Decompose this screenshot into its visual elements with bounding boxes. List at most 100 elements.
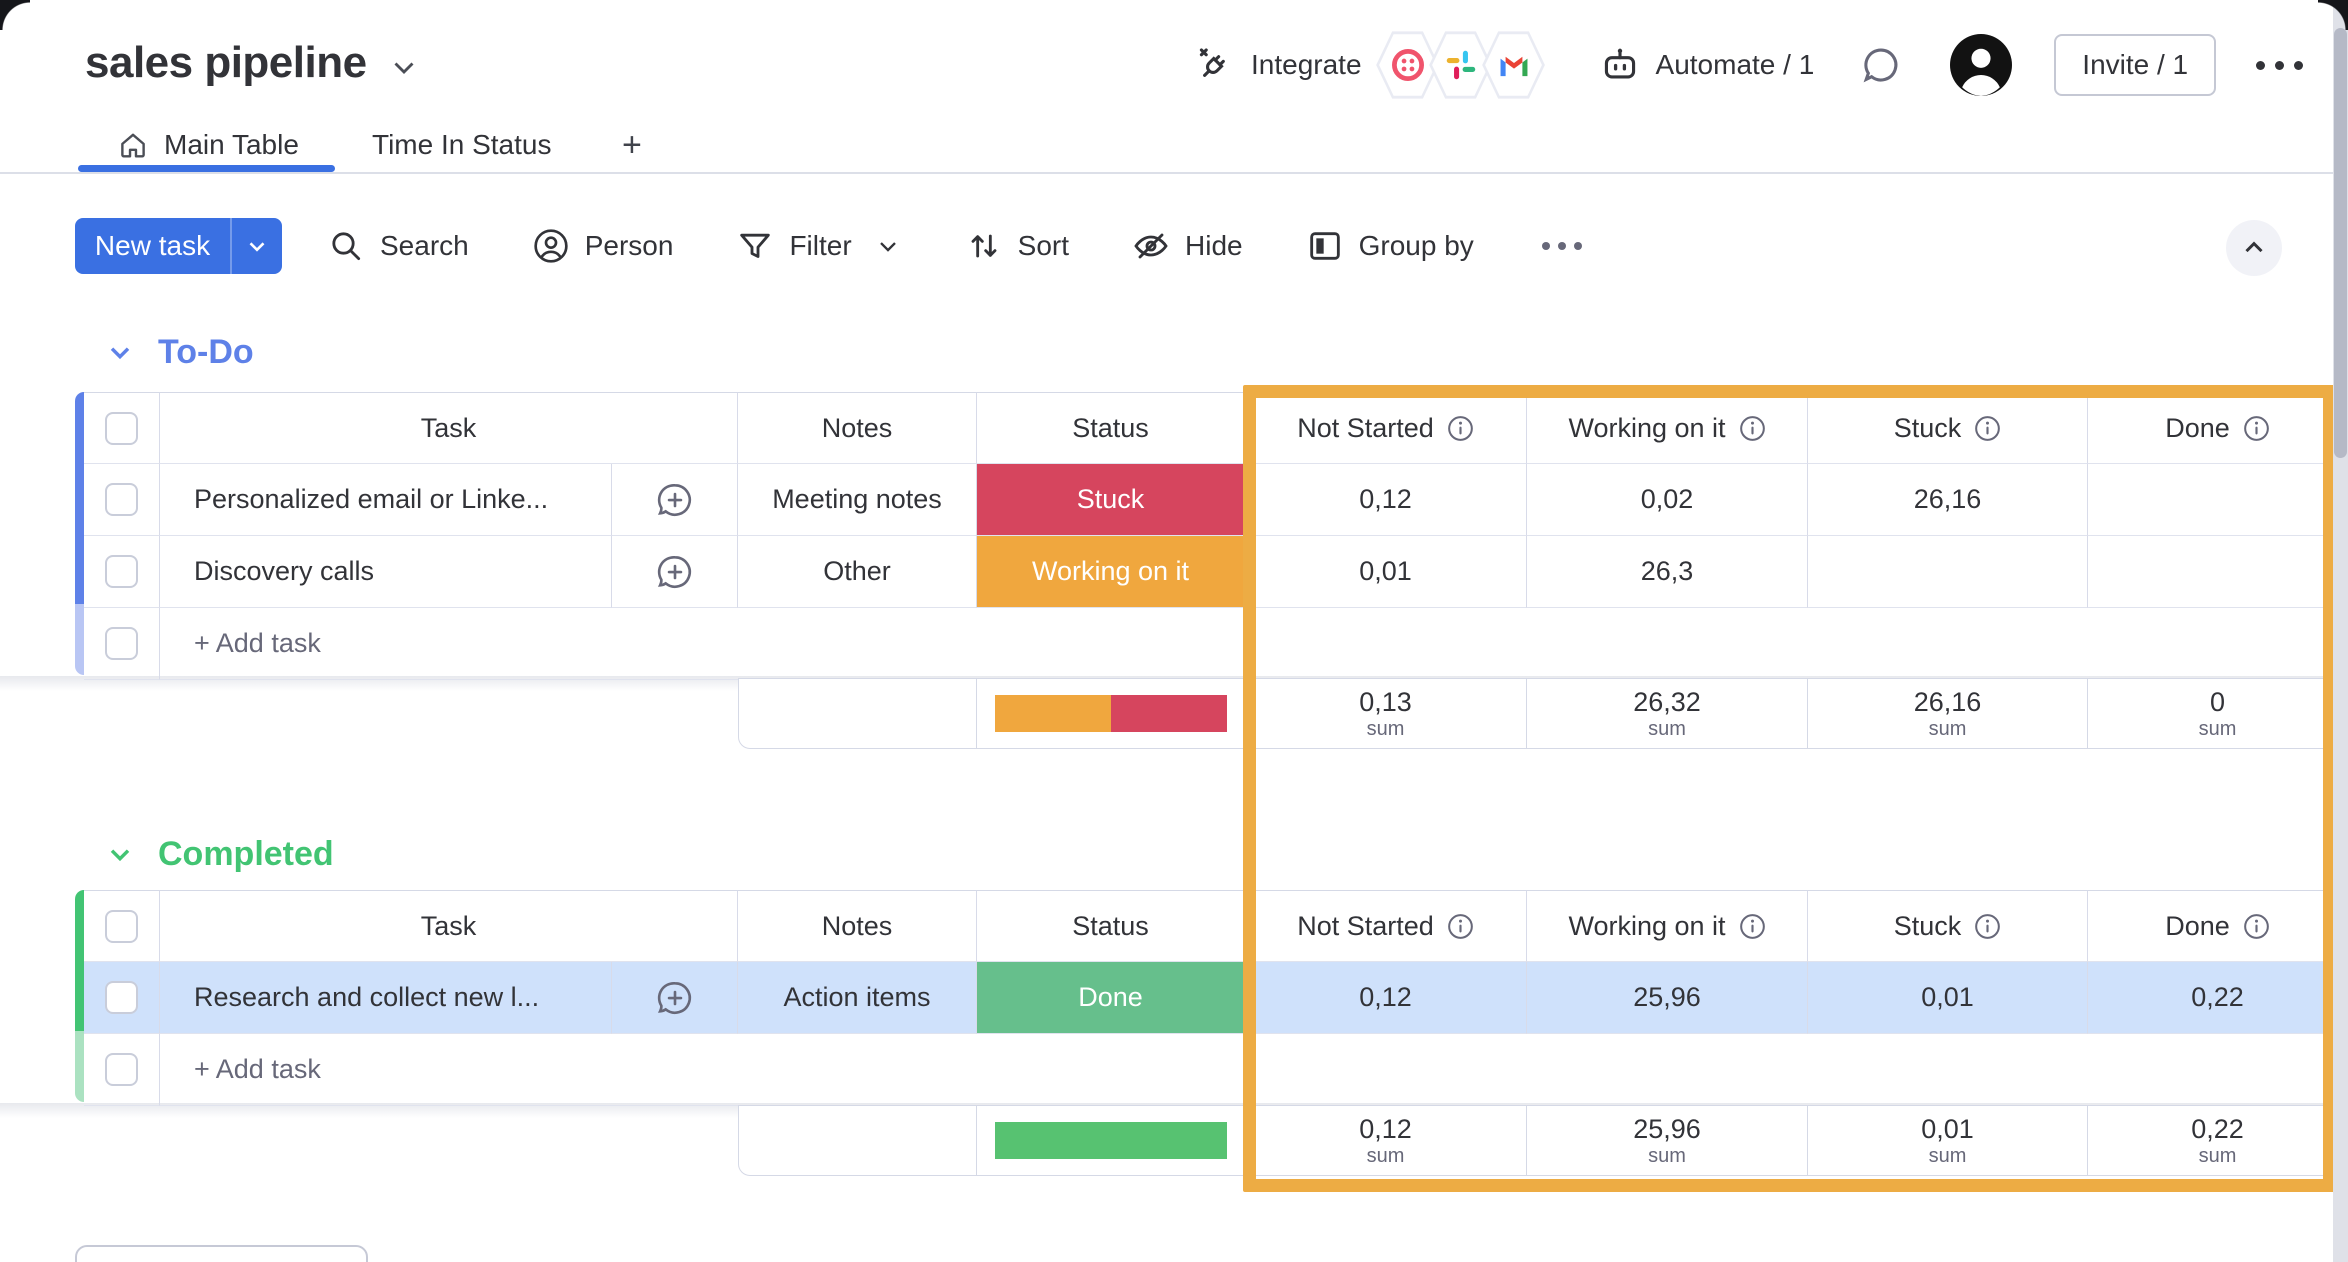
summary-working-on-it[interactable]: 25,96 sum (1527, 1105, 1808, 1176)
add-update-icon[interactable] (654, 977, 696, 1019)
group-name-completed[interactable]: Completed (158, 834, 334, 873)
status-cell[interactable]: Done (977, 962, 1245, 1034)
column-header-task[interactable]: Task (160, 890, 738, 962)
select-all-checkbox[interactable] (105, 411, 138, 445)
info-icon[interactable] (2243, 415, 2270, 442)
select-all-checkbox[interactable] (105, 909, 138, 943)
avatar[interactable] (1950, 34, 2013, 96)
person-filter-button[interactable]: Person (531, 226, 673, 266)
info-icon[interactable] (1974, 415, 2001, 442)
time-cell-not-started[interactable]: 0,01 (1245, 536, 1527, 608)
automate-button[interactable]: Automate / 1 (1598, 43, 1814, 87)
integration-app-icons[interactable] (1376, 30, 1546, 100)
column-header-stuck[interactable]: Stuck (1808, 392, 2088, 464)
column-header-working-on-it[interactable]: Working on it (1527, 392, 1808, 464)
info-icon[interactable] (1447, 415, 1474, 442)
group-name-todo[interactable]: To-Do (158, 332, 254, 371)
status-distribution-bar[interactable] (994, 1122, 1227, 1159)
select-all-cell (84, 890, 160, 962)
notes-cell[interactable]: Other (738, 536, 977, 608)
slack-icon[interactable] (1429, 30, 1493, 100)
info-icon[interactable] (1739, 913, 1766, 940)
summary-not-started[interactable]: 0,12 sum (1245, 1105, 1527, 1176)
notes-cell[interactable]: Meeting notes (738, 464, 977, 536)
tab-main-table[interactable]: Main Table (116, 120, 299, 170)
summary-not-started[interactable]: 0,13 sum (1245, 678, 1527, 749)
time-cell-done[interactable]: 0,22 (2088, 962, 2348, 1034)
info-icon[interactable] (2243, 913, 2270, 940)
task-name-cell[interactable]: Personalized email or Linke... (160, 464, 612, 536)
row-checkbox[interactable] (105, 483, 138, 516)
column-header-task[interactable]: Task (160, 392, 738, 464)
time-cell-stuck[interactable] (1808, 536, 2088, 608)
task-name-cell[interactable]: Research and collect new l... (160, 962, 612, 1034)
time-cell-not-started[interactable]: 0,12 (1245, 962, 1527, 1034)
add-new-group-button[interactable] (75, 1245, 368, 1262)
collapse-all-button[interactable] (2226, 220, 2282, 276)
column-header-not-started[interactable]: Not Started (1245, 890, 1527, 962)
row-checkbox[interactable] (105, 981, 138, 1014)
time-cell-done[interactable] (2088, 536, 2348, 608)
board-menu-button[interactable] (2250, 55, 2309, 76)
add-update-icon[interactable] (654, 479, 696, 521)
summary-done[interactable]: 0 sum (2088, 678, 2348, 749)
board-title-chevron-down-icon[interactable] (387, 50, 421, 84)
time-cell-done[interactable] (2088, 464, 2348, 536)
info-icon[interactable] (1739, 415, 1766, 442)
time-cell-not-started[interactable]: 0,12 (1245, 464, 1527, 536)
new-task-button[interactable]: New task (75, 218, 282, 274)
column-header-status[interactable]: Status (977, 392, 1245, 464)
status-distribution-bar[interactable] (994, 695, 1227, 732)
column-header-notes[interactable]: Notes (738, 890, 977, 962)
filter-button[interactable]: Filter (735, 226, 901, 266)
summary-done[interactable]: 0,22 sum (2088, 1105, 2348, 1176)
info-icon[interactable] (1974, 913, 2001, 940)
new-task-dropdown-button[interactable] (232, 233, 282, 259)
summary-stuck[interactable]: 0,01 sum (1808, 1105, 2088, 1176)
column-header-not-started[interactable]: Not Started (1245, 392, 1527, 464)
group-collapse-chevron-icon[interactable] (104, 838, 136, 870)
gmail-icon[interactable] (1482, 30, 1546, 100)
twilio-icon[interactable] (1376, 30, 1440, 100)
toolbar-more-button[interactable] (1536, 242, 1588, 250)
status-cell[interactable]: Stuck (977, 464, 1245, 536)
vertical-scrollbar[interactable] (2333, 0, 2348, 1262)
add-task-button[interactable]: + Add task (160, 608, 2348, 680)
chat-icon[interactable] (1858, 42, 1904, 88)
time-cell-working-on-it[interactable]: 0,02 (1527, 464, 1808, 536)
group-collapse-chevron-icon[interactable] (104, 336, 136, 368)
tab-time-in-status[interactable]: Time In Status (372, 120, 551, 170)
filter-chevron-down-icon[interactable] (874, 232, 902, 260)
group-by-button[interactable]: Group by (1305, 226, 1474, 266)
summary-working-on-it[interactable]: 26,32 sum (1527, 678, 1808, 749)
column-header-done[interactable]: Done (2088, 392, 2348, 464)
add-update-icon[interactable] (654, 551, 696, 593)
task-name-cell[interactable]: Discovery calls (160, 536, 612, 608)
add-task-button[interactable]: + Add task (160, 1034, 2348, 1106)
add-view-button[interactable]: + (622, 125, 642, 164)
row-checkbox[interactable] (105, 1053, 138, 1086)
search-button[interactable]: Search (326, 226, 469, 266)
column-header-notes[interactable]: Notes (738, 392, 977, 464)
summary-stuck[interactable]: 26,16 sum (1808, 678, 2088, 749)
time-cell-working-on-it[interactable]: 25,96 (1527, 962, 1808, 1034)
integrate-button[interactable]: Integrate (1193, 43, 1362, 87)
hide-button[interactable]: Hide (1131, 226, 1243, 266)
time-cell-stuck[interactable]: 0,01 (1808, 962, 2088, 1034)
status-cell[interactable]: Working on it (977, 536, 1245, 608)
info-icon[interactable] (1447, 913, 1474, 940)
board-title[interactable]: sales pipeline (85, 38, 367, 87)
row-checkbox[interactable] (105, 555, 138, 588)
time-cell-working-on-it[interactable]: 26,3 (1527, 536, 1808, 608)
scrollbar-thumb[interactable] (2334, 28, 2347, 458)
sort-button[interactable]: Sort (964, 226, 1069, 266)
working-on-it-segment (994, 695, 1111, 732)
column-header-working-on-it[interactable]: Working on it (1527, 890, 1808, 962)
column-header-status[interactable]: Status (977, 890, 1245, 962)
row-checkbox[interactable] (105, 627, 138, 660)
notes-cell[interactable]: Action items (738, 962, 977, 1034)
invite-button[interactable]: Invite / 1 (2054, 34, 2217, 96)
time-cell-stuck[interactable]: 26,16 (1808, 464, 2088, 536)
column-header-done[interactable]: Done (2088, 890, 2348, 962)
column-header-stuck[interactable]: Stuck (1808, 890, 2088, 962)
